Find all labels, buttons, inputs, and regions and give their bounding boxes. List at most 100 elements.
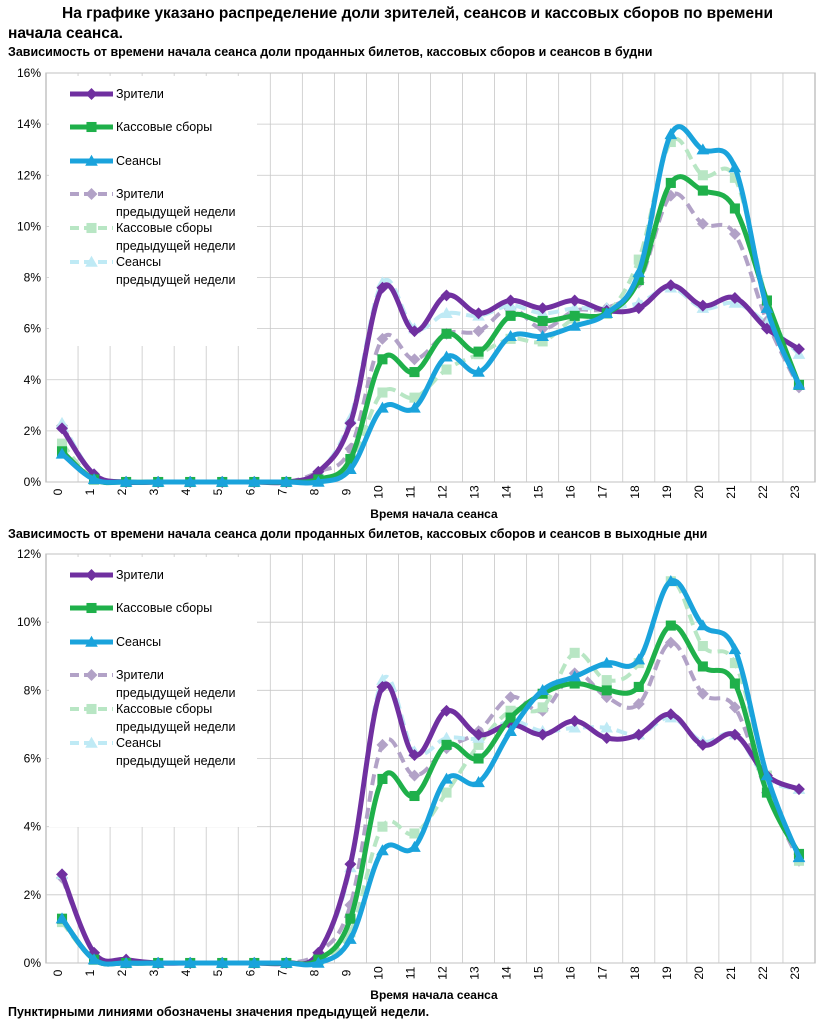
weekday-point-revenue-prev	[441, 364, 452, 375]
weekday-point-viewers	[408, 325, 421, 338]
weekday-point-viewers	[664, 279, 677, 292]
weekday-point-sessions	[600, 306, 614, 319]
weekend-series-sessions	[55, 574, 806, 968]
legend-label: Кассовые сборы предыдущей недели	[116, 221, 235, 253]
weekday-point-revenue	[473, 346, 484, 357]
weekend-point-sessions	[792, 851, 806, 863]
weekday-point-viewers	[376, 281, 389, 294]
weekday-point-revenue-prev	[633, 254, 644, 265]
weekday-point-sessions-prev	[568, 301, 581, 313]
weekday-point-sessions	[568, 319, 581, 331]
weekend-point-viewers	[664, 708, 677, 721]
weekend-point-revenue-prev	[569, 647, 580, 658]
y-tick-label: 10%	[17, 615, 41, 629]
weekday-point-sessions	[696, 143, 710, 155]
weekday-legend-entry-sessions: Сеансы	[70, 154, 161, 168]
weekend-point-sessions	[632, 653, 646, 665]
weekend-point-sessions	[760, 769, 774, 781]
x-tick-label: 19	[660, 485, 674, 499]
x-tick-label: 14	[500, 966, 514, 980]
weekday-point-sessions	[376, 401, 389, 413]
weekday-point-sessions	[151, 475, 165, 487]
y-tick-label: 8%	[24, 271, 42, 285]
weekday-point-sessions-prev	[440, 306, 453, 319]
x-tick-label: 10	[371, 966, 385, 980]
weekend-point-revenue-prev	[409, 828, 420, 839]
y-tick-label: 6%	[24, 752, 42, 766]
weekend-point-viewers	[344, 858, 357, 871]
legend-swatch-marker	[86, 121, 97, 133]
weekend-legend-entry-revenue-prev: Кассовые сборы предыдущей недели	[70, 702, 235, 734]
weekday-legend: Зрители Кассовые сборы Сеансы Зрители предыд…	[49, 76, 257, 346]
weekend-point-viewers-prev	[504, 691, 517, 704]
weekday-point-sessions	[87, 473, 101, 485]
y-tick-label: 10%	[17, 219, 41, 233]
legend-label: Сеансы	[116, 635, 161, 649]
x-tick-label: 3	[147, 969, 161, 976]
weekday-point-sessions	[536, 329, 549, 342]
x-tick-label: 12	[436, 485, 450, 499]
legend-label: Зрители предыдущей недели	[116, 187, 235, 219]
legend-swatch-marker	[85, 635, 98, 647]
x-tick-label: 18	[628, 966, 642, 980]
x-tick-label: 0	[51, 488, 65, 495]
weekend-point-sessions	[280, 956, 293, 968]
weekend-point-revenue	[665, 620, 676, 631]
weekend-chart-title: Зависимость от времени начала сеанса дол…	[8, 527, 708, 541]
weekday-point-sessions	[215, 475, 229, 487]
weekend-point-revenue	[345, 913, 356, 924]
footnote: Пунктирными линиями обозначены значения …	[8, 1005, 430, 1019]
weekend-point-sessions	[504, 724, 517, 736]
weekday-point-revenue	[441, 328, 452, 339]
x-tick-label: 20	[692, 485, 706, 499]
weekend-legend-box	[49, 557, 257, 827]
weekend-point-sessions-prev	[568, 721, 581, 733]
weekday-point-viewers	[56, 422, 68, 435]
legend-label: Кассовые сборы	[116, 120, 212, 134]
weekday-point-revenue	[697, 185, 708, 196]
x-tick-label: 18	[628, 485, 642, 499]
x-tick-label: 6	[243, 488, 257, 495]
weekend-point-viewers	[440, 704, 453, 717]
x-tick-label: 12	[436, 966, 450, 980]
weekday-point-viewers	[568, 294, 581, 307]
legend-label: Кассовые сборы предыдущей недели	[116, 702, 235, 734]
weekend-point-revenue-prev	[505, 705, 516, 716]
weekend-point-revenue-prev	[601, 675, 612, 686]
weekday-point-sessions	[792, 378, 806, 390]
weekend-point-sessions	[728, 643, 742, 655]
weekend-point-sessions-prev	[600, 721, 614, 733]
weekday-point-viewers	[793, 343, 805, 356]
y-tick-label: 6%	[24, 322, 42, 336]
weekday-point-revenue	[505, 310, 516, 321]
weekday-point-sessions	[280, 475, 293, 487]
weekday-point-revenue	[729, 203, 740, 214]
x-tick-label: 13	[468, 485, 482, 499]
x-tick-label: 20	[692, 966, 706, 980]
weekend-point-sessions	[87, 953, 101, 965]
weekday-point-sessions	[312, 475, 325, 487]
weekend-point-revenue	[409, 790, 420, 802]
legend-label: Сеансы предыдущей недели	[116, 255, 235, 287]
weekend-point-viewers	[632, 728, 645, 741]
x-tick-label: 15	[532, 966, 546, 980]
weekday-point-sessions	[119, 475, 133, 487]
x-tick-label: 21	[724, 966, 738, 980]
weekend-point-viewers	[728, 728, 741, 741]
weekday-point-viewers	[696, 299, 709, 312]
weekday-point-sessions	[760, 301, 774, 313]
weekday-point-revenue-prev	[537, 336, 548, 347]
legend-swatch-marker	[85, 736, 98, 748]
weekday-legend-box	[49, 76, 257, 346]
weekend-point-viewers	[472, 728, 485, 741]
legend-label: Зрители	[116, 87, 164, 101]
weekday-point-viewers-prev	[408, 353, 421, 366]
weekday-chart: 0%2%4%6%8%10%12%14%16%0 1 2 3 4 5 6 7 8 9 10 11 12 13…	[17, 66, 816, 521]
weekend-point-sessions	[151, 956, 165, 968]
weekend-point-sessions	[119, 956, 133, 968]
weekend-point-sessions	[344, 932, 357, 944]
weekend-point-revenue	[569, 678, 580, 689]
x-tick-label: 1	[83, 969, 97, 976]
legend-label: Зрители	[116, 568, 164, 582]
page-title: На графике указано распределение доли зр…	[8, 4, 808, 44]
